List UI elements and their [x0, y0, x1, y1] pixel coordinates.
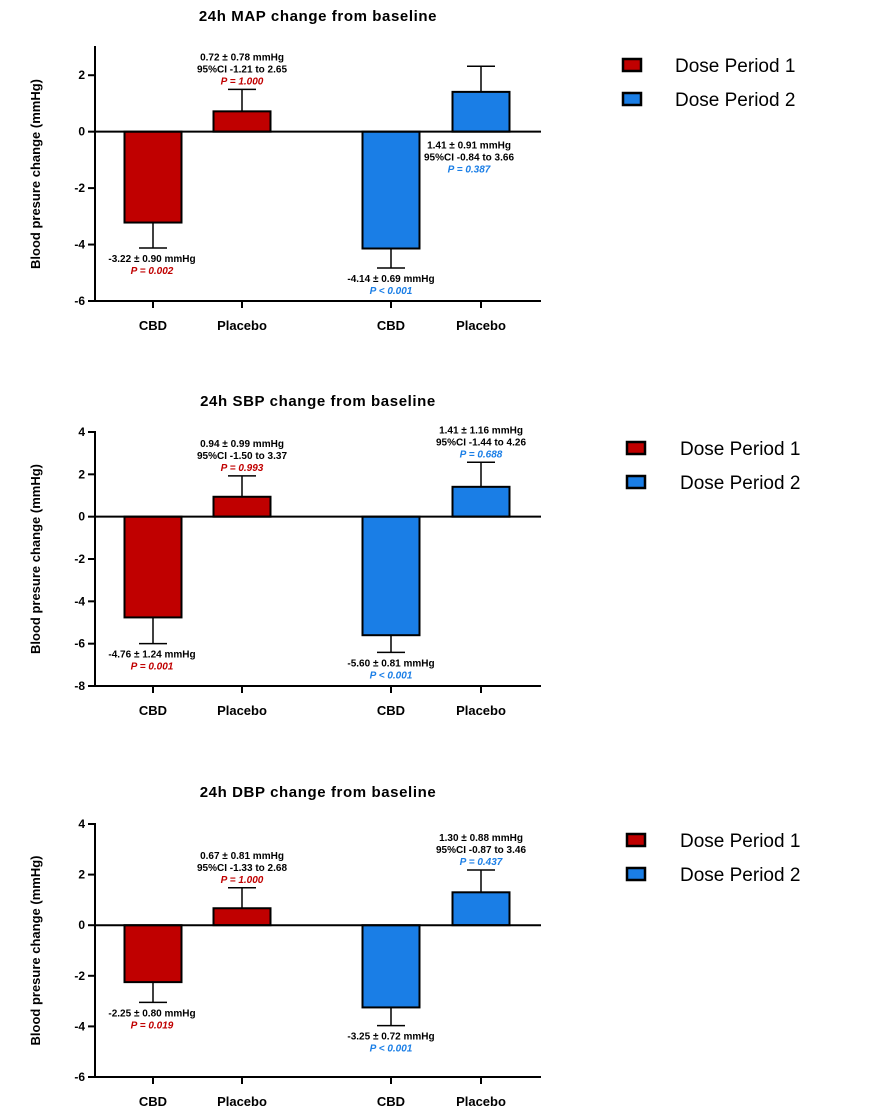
y-tick-label: -2 — [74, 181, 85, 195]
legend-swatch-period1 — [625, 832, 647, 848]
y-tick-label: -2 — [74, 552, 85, 566]
x-category-label: CBD — [377, 318, 405, 333]
annotation-label: 0.67 ± 0.81 mmHg — [200, 851, 284, 862]
y-axis-label: Blood presure change (mmHg) — [28, 464, 43, 654]
bar-period2-cbd — [361, 924, 421, 1009]
y-tick-label: 4 — [78, 817, 85, 831]
y-tick-label: 0 — [78, 918, 85, 932]
y-axis-label: Blood presure change (mmHg) — [28, 856, 43, 1046]
x-category-label: CBD — [377, 1094, 405, 1108]
annotation-label: 1.30 ± 0.88 mmHg — [439, 833, 523, 844]
chart-title: 24h MAP change from baseline — [199, 8, 437, 25]
legend-label-period1: Dose Period 1 — [680, 831, 800, 852]
legend: Dose Period 1 Dose Period 2 — [621, 56, 795, 111]
annotation-label: 0.72 ± 0.78 mmHg — [200, 52, 284, 63]
p-value-label: P = 0.019 — [131, 1020, 174, 1031]
annotation-label: 95%CI -0.87 to 3.46 — [436, 845, 526, 856]
y-tick-label: -2 — [74, 969, 85, 983]
bar-period1-cbd — [123, 130, 183, 224]
annotation-label: 95%CI -1.21 to 2.65 — [197, 64, 287, 75]
p-value-label: P = 0.993 — [221, 463, 264, 474]
p-value-label: P = 0.387 — [448, 165, 491, 176]
x-category-label: Placebo — [217, 1094, 267, 1108]
chart-panel-2: 24h SBP change from baseline Blood presur… — [28, 393, 800, 718]
p-value-label: P < 0.001 — [370, 286, 413, 297]
annotation-label: 0.94 ± 0.99 mmHg — [200, 439, 284, 450]
y-tick-label: -6 — [74, 1070, 85, 1084]
p-value-label: P = 1.000 — [221, 875, 264, 886]
annotation-label: 95%CI -1.33 to 2.68 — [197, 863, 287, 874]
y-tick-label: -6 — [74, 637, 85, 651]
legend-label-period1: Dose Period 1 — [680, 439, 800, 460]
legend-swatch-period2 — [625, 474, 647, 490]
legend-label-period2: Dose Period 2 — [680, 473, 800, 494]
annotation-label: -4.76 ± 1.24 mmHg — [108, 650, 195, 661]
p-value-label: P = 0.688 — [460, 449, 503, 460]
y-tick-label: -6 — [74, 294, 85, 308]
x-category-label: Placebo — [456, 318, 506, 333]
annotation-label: -2.25 ± 0.80 mmHg — [108, 1008, 195, 1019]
x-category-label: Placebo — [456, 703, 506, 718]
bar-period2-placebo — [451, 891, 511, 927]
x-category-label: CBD — [139, 703, 167, 718]
chart-panel-3: 24h DBP change from baseline Blood presur… — [28, 784, 800, 1108]
y-tick-label: 2 — [78, 868, 85, 882]
legend-label-period2: Dose Period 2 — [675, 90, 795, 111]
legend: Dose Period 1 Dose Period 2 — [625, 439, 800, 494]
x-category-label: CBD — [139, 318, 167, 333]
x-category-label: CBD — [377, 703, 405, 718]
annotation-label: 95%CI -0.84 to 3.66 — [424, 153, 514, 164]
y-tick-label: -4 — [74, 594, 85, 608]
chart-title: 24h SBP change from baseline — [200, 393, 436, 410]
legend-swatch-period1 — [621, 57, 643, 73]
p-value-label: P = 0.001 — [131, 662, 174, 673]
bar-period1-placebo — [212, 907, 272, 927]
p-value-label: P < 0.001 — [370, 1044, 413, 1055]
p-value-label: P = 0.002 — [131, 266, 174, 277]
x-category-label: Placebo — [217, 703, 267, 718]
y-tick-label: 2 — [78, 68, 85, 82]
y-axis-label: Blood presure change (mmHg) — [28, 79, 43, 269]
y-tick-label: 4 — [78, 425, 85, 439]
bar-period2-cbd — [361, 130, 421, 250]
legend-swatch-period2 — [621, 91, 643, 107]
legend-swatch-period2 — [625, 866, 647, 882]
y-tick-label: 0 — [78, 510, 85, 524]
y-tick-label: 2 — [78, 467, 85, 481]
bar-period1-cbd — [123, 515, 183, 619]
x-category-label: Placebo — [217, 318, 267, 333]
annotation-label: 1.41 ± 1.16 mmHg — [439, 425, 523, 436]
annotation-label: 95%CI -1.50 to 3.37 — [197, 451, 287, 462]
legend-label-period2: Dose Period 2 — [680, 865, 800, 886]
x-category-label: CBD — [139, 1094, 167, 1108]
p-value-label: P = 0.437 — [460, 857, 503, 868]
bar-period1-placebo — [212, 495, 272, 518]
chart-panel-1: 24h MAP change from baseline Blood presur… — [28, 8, 795, 333]
legend: Dose Period 1 Dose Period 2 — [625, 831, 800, 886]
bar-period2-cbd — [361, 515, 421, 637]
bar-period2-placebo — [451, 485, 511, 518]
annotation-label: -3.25 ± 0.72 mmHg — [347, 1032, 434, 1043]
y-tick-label: 0 — [78, 125, 85, 139]
chart-title: 24h DBP change from baseline — [200, 784, 437, 801]
bar-period1-placebo — [212, 110, 272, 133]
bar-period1-cbd — [123, 924, 183, 984]
annotation-label: 95%CI -1.44 to 4.26 — [436, 437, 526, 448]
annotation-label: -5.60 ± 0.81 mmHg — [347, 658, 434, 669]
annotation-label: 1.41 ± 0.91 mmHg — [427, 141, 511, 152]
annotation-label: -4.14 ± 0.69 mmHg — [347, 274, 434, 285]
y-tick-label: -8 — [74, 679, 85, 693]
x-category-label: Placebo — [456, 1094, 506, 1108]
y-tick-label: -4 — [74, 238, 85, 252]
legend-label-period1: Dose Period 1 — [675, 56, 795, 77]
annotation-label: -3.22 ± 0.90 mmHg — [108, 254, 195, 265]
p-value-label: P = 1.000 — [221, 76, 264, 87]
p-value-label: P < 0.001 — [370, 670, 413, 681]
bar-period2-placebo — [451, 90, 511, 133]
legend-swatch-period1 — [625, 440, 647, 456]
y-tick-label: -4 — [74, 1019, 85, 1033]
